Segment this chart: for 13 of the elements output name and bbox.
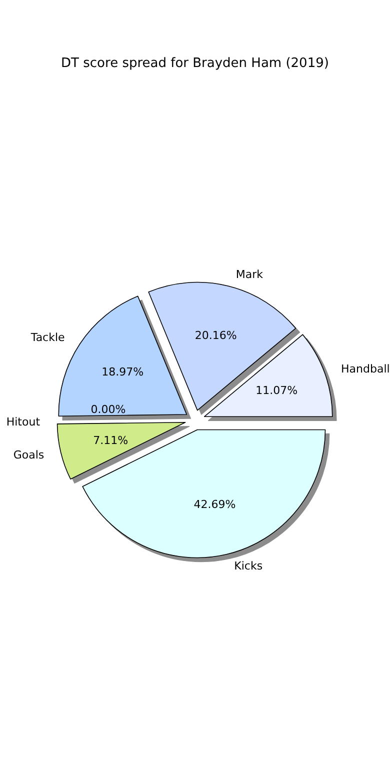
data-label: 11.07% bbox=[256, 384, 298, 397]
slice-label: Mark bbox=[236, 268, 264, 281]
slice-label: Goals bbox=[13, 448, 44, 462]
category-label: Hitout bbox=[6, 415, 40, 428]
data-label: 42.69% bbox=[194, 498, 236, 512]
chart-title: DT score spread for Brayden Ham (2019) bbox=[61, 56, 329, 71]
slice-label: Tackle bbox=[30, 330, 66, 344]
slice-label: Kicks bbox=[234, 560, 263, 573]
slice-label: Handball bbox=[341, 362, 390, 376]
data-label: 20.16% bbox=[194, 329, 237, 342]
text: 0.00% bbox=[90, 403, 126, 416]
data-label: 7.11% bbox=[93, 434, 128, 447]
data-label: 18.97% bbox=[102, 366, 144, 379]
